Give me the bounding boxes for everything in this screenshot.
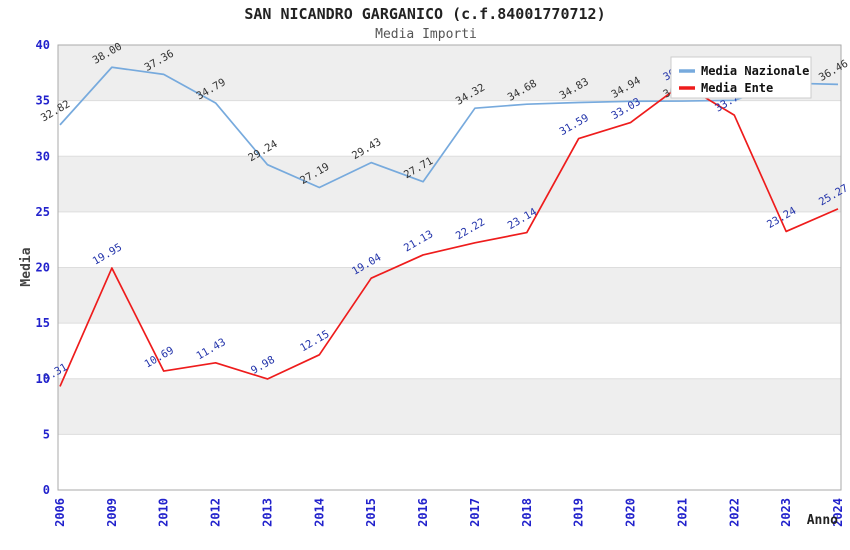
value-label-media-ente-2010: 10.69 (143, 344, 176, 370)
x-tick-label-2014: 2014 (312, 498, 326, 527)
x-tick-label-2009: 2009 (105, 498, 119, 527)
y-tick-label-40: 40 (36, 38, 50, 52)
plot-border (57, 44, 842, 491)
axis-tick-labels: 0 5 10 15 20 25 30 35 40 2006 2009 2010 2012 2013 2014… (36, 38, 845, 527)
x-tick-label-2012: 2012 (209, 498, 223, 527)
series-line-media-ente (59, 83, 839, 387)
plot-bands (58, 45, 841, 435)
series-line-media-nazionale (59, 66, 839, 189)
x-tick-label-2020: 2020 (624, 498, 638, 527)
value-label-media-ente-2013: 9.98 (249, 354, 277, 377)
x-tick-label-2019: 2019 (572, 498, 586, 527)
chart-subtitle: Media Importi (375, 27, 477, 42)
x-tick-label-2013: 2013 (260, 498, 274, 527)
y-tick-label-0: 0 (43, 483, 50, 497)
y-tick-label-5: 5 (43, 427, 50, 441)
x-tick-label-2021: 2021 (675, 498, 689, 527)
y-tick-label-15: 15 (36, 316, 50, 330)
plot-band (58, 267, 841, 324)
value-label-media-ente-2019: 31.59 (557, 112, 590, 138)
y-tick-label-20: 20 (36, 261, 50, 275)
y-tick-label-25: 25 (36, 205, 50, 219)
plot-band (58, 378, 841, 435)
y-tick-label-35: 35 (36, 94, 50, 108)
value-label-media-ente-2009: 19.95 (91, 241, 124, 267)
x-tick-label-2017: 2017 (468, 498, 482, 527)
x-tick-label-2016: 2016 (416, 498, 430, 527)
legend-label-media-ente: Media Ente (701, 81, 773, 95)
value-label-media-ente-2014: 12.15 (298, 328, 331, 354)
x-tick-label-2024: 2024 (831, 498, 845, 527)
chart-title: SAN NICANDRO GARGANICO (c.f.84001770712) (244, 5, 605, 23)
legend: Media Nazionale Media Ente (670, 56, 812, 99)
x-tick-label-2018: 2018 (520, 498, 534, 527)
x-tick-label-2015: 2015 (364, 498, 378, 527)
y-tick-label-30: 30 (36, 149, 50, 163)
legend-box (670, 56, 812, 99)
legend-label-media-nazionale: Media Nazionale (701, 64, 809, 78)
x-tick-label-2023: 2023 (779, 498, 793, 527)
x-axis-title: Anno (807, 513, 838, 528)
value-label-media-ente-2017: 22.22 (454, 216, 487, 242)
x-tick-label-2006: 2006 (53, 498, 67, 527)
y-tick-label-10: 10 (36, 372, 50, 386)
y-axis-title: Media (19, 247, 34, 286)
grid-lines (58, 100, 841, 435)
x-tick-label-2010: 2010 (157, 498, 171, 527)
series-lines (59, 66, 839, 387)
value-label-media-ente-2016: 21.13 (402, 228, 435, 254)
value-label-media-ente-2012: 11.43 (194, 336, 227, 362)
plot-band (58, 156, 841, 212)
x-tick-label-2022: 2022 (727, 498, 741, 527)
